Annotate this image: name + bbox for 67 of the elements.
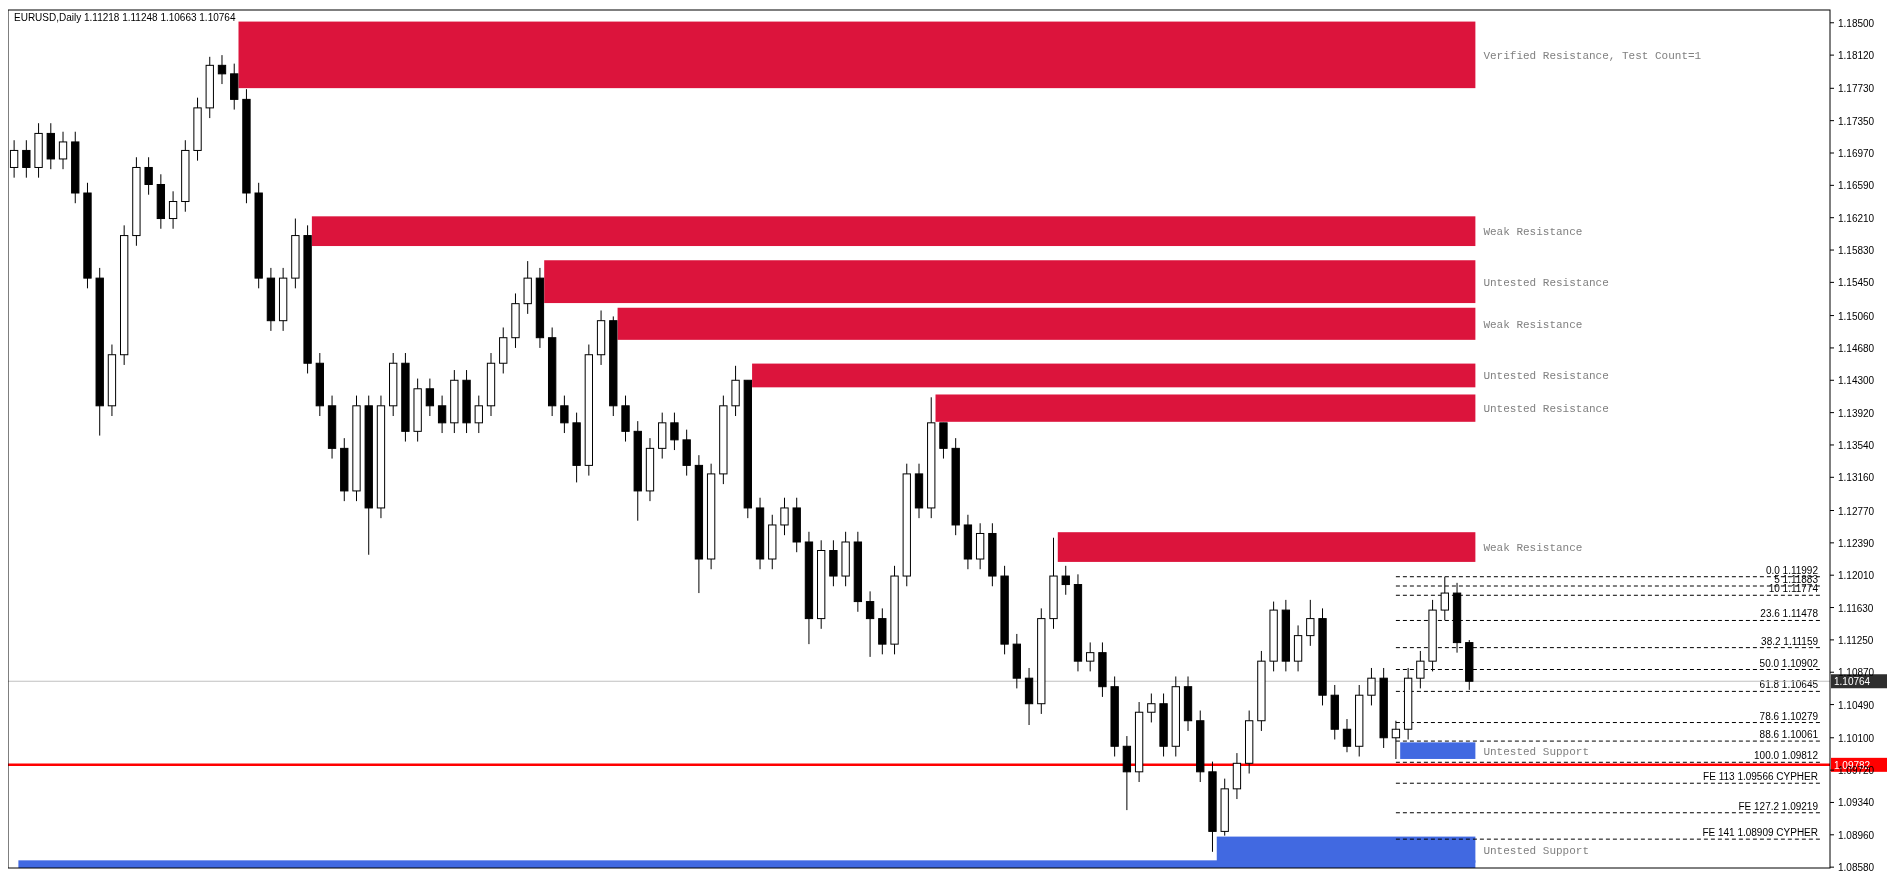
candlestick bbox=[1086, 641, 1095, 672]
candlestick bbox=[217, 54, 227, 85]
y-tick-label: 1.12010 bbox=[1838, 570, 1875, 582]
band-label: Weak Resistance bbox=[1483, 226, 1583, 239]
candlestick bbox=[1342, 718, 1352, 753]
ref-line-label: 23.6 1.11478 bbox=[1760, 608, 1819, 620]
ref-line-label: 50.0 1.10902 bbox=[1759, 657, 1819, 669]
ref-line-label: 1.10764 bbox=[1834, 676, 1871, 688]
candlestick bbox=[58, 131, 68, 170]
candlestick bbox=[1306, 599, 1315, 647]
band-label: Weak Resistance bbox=[1483, 318, 1583, 331]
chart-title: EURUSD,Daily 1.11218 1.11248 1.10663 1.10764 bbox=[14, 12, 236, 23]
candlestick bbox=[780, 497, 789, 536]
band-label: Untested Resistance bbox=[1483, 403, 1609, 416]
y-tick-label: 1.15830 bbox=[1838, 245, 1875, 257]
y-tick-label: 1.16210 bbox=[1838, 212, 1875, 224]
band-label: Verified Resistance, Test Count=1 bbox=[1483, 49, 1702, 62]
ref-line-label: 78.6 1.10279 bbox=[1759, 710, 1819, 722]
candlestick bbox=[560, 395, 569, 434]
candlestick bbox=[865, 590, 875, 658]
y-tick-label: 1.12390 bbox=[1838, 537, 1875, 549]
candlestick bbox=[1061, 565, 1070, 596]
y-tick-label: 1.12770 bbox=[1838, 505, 1875, 517]
candlestick bbox=[168, 190, 178, 230]
band-label: Untested Resistance bbox=[1483, 370, 1609, 383]
y-tick-label: 1.13160 bbox=[1838, 472, 1875, 484]
candlestick bbox=[1147, 693, 1156, 723]
ref-line-label: 100.0 1.09812 bbox=[1754, 750, 1819, 762]
candlestick bbox=[1367, 667, 1376, 706]
candlestick bbox=[22, 139, 31, 179]
y-tick-label: 1.10100 bbox=[1838, 732, 1875, 744]
candlestick bbox=[144, 156, 153, 196]
ref-line-label: 5 1.11883 bbox=[1774, 574, 1819, 585]
band-label: Untested Support bbox=[1483, 745, 1590, 758]
y-tick-label: 1.18120 bbox=[1838, 50, 1875, 62]
ref-line-label: 0.0 1.11992 bbox=[1765, 564, 1819, 576]
y-tick-label: 1.17350 bbox=[1838, 115, 1875, 127]
y-tick-label: 1.17730 bbox=[1838, 83, 1875, 95]
y-tick-label: 1.14680 bbox=[1838, 342, 1875, 354]
ref-line-label: 38.2 1.11159 bbox=[1761, 635, 1819, 647]
band-label: Untested Resistance bbox=[1483, 276, 1609, 289]
ref-line-label: 10 1.11774 bbox=[1768, 583, 1819, 595]
ref-line-label: FE 141 1.08909 CYPHER bbox=[1702, 827, 1818, 839]
candlestick bbox=[425, 378, 435, 417]
ref-line-label: FE 127.2 1.09219 bbox=[1738, 800, 1819, 812]
y-tick-label: 1.11250 bbox=[1838, 634, 1874, 646]
y-tick-label: 1.10490 bbox=[1838, 699, 1875, 711]
y-tick-label: 1.13920 bbox=[1838, 407, 1875, 419]
y-tick-label: 1.09340 bbox=[1838, 797, 1875, 809]
candlestick bbox=[474, 395, 483, 434]
y-tick-label: 1.14300 bbox=[1838, 375, 1875, 387]
band-label: Weak Resistance bbox=[1483, 542, 1583, 555]
ref-line-label: 61.8 1.10645 bbox=[1759, 679, 1819, 691]
y-tick-label: 1.13540 bbox=[1838, 439, 1875, 451]
ref-line-label: 88.6 1.10061 bbox=[1759, 729, 1819, 741]
y-tick-label: 1.15450 bbox=[1838, 277, 1875, 289]
candlestick bbox=[437, 395, 447, 434]
band-label: Untested Support bbox=[1483, 844, 1590, 857]
y-tick-label: 1.16590 bbox=[1838, 180, 1875, 192]
ref-line-label: FE 113 1.09566 CYPHER bbox=[1703, 771, 1818, 783]
y-tick-label: 1.18500 bbox=[1838, 17, 1875, 29]
y-tick-label: 1.16970 bbox=[1838, 148, 1875, 159]
y-tick-label: 1.08580 bbox=[1838, 862, 1875, 874]
y-tick-label: 1.15060 bbox=[1838, 310, 1875, 322]
candlestick bbox=[670, 412, 679, 451]
y-tick-label: 1.11630 bbox=[1838, 602, 1874, 614]
y-tick-label: 1.08960 bbox=[1838, 829, 1875, 841]
